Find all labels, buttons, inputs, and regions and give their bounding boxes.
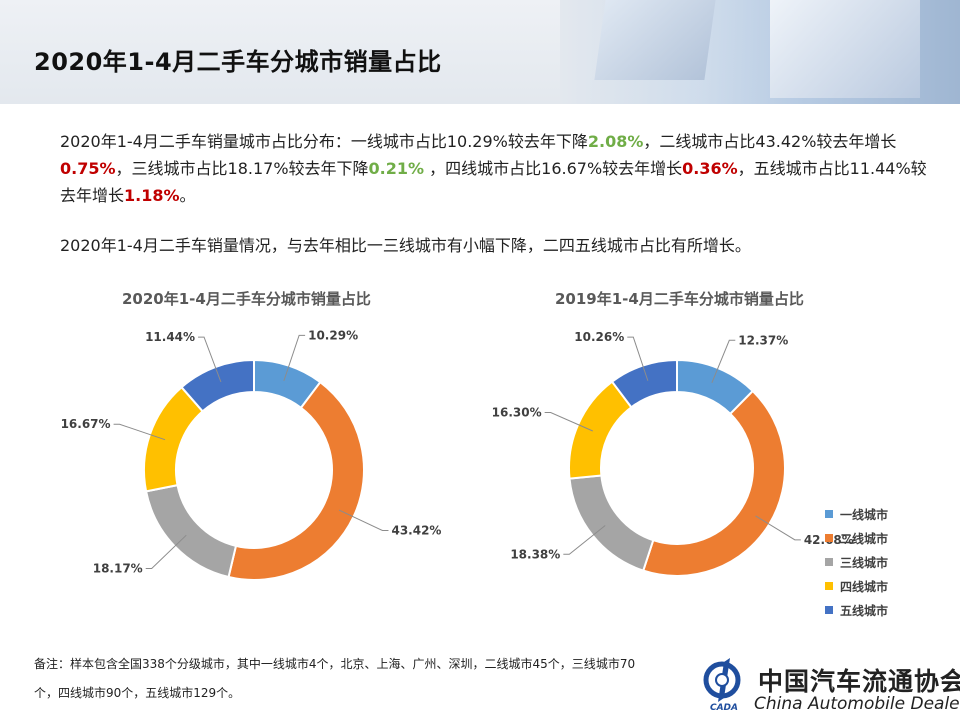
cada-logo-icon: CADA	[703, 658, 741, 712]
page-title: 2020年1-4月二手车分城市销量占比	[34, 48, 442, 76]
donut-slice-0-1	[227, 380, 365, 581]
legend-label-0: 一线城市	[840, 507, 888, 522]
leader-line-0-3	[113, 423, 166, 441]
legend-label-3: 四线城市	[840, 579, 888, 594]
leader-line-1-1	[755, 515, 801, 541]
leader-line-0-4	[198, 336, 222, 383]
donut-slice-0-4	[180, 358, 255, 413]
summary-paragraph: 2020年1-4月二手车销量城市占比分布：一线城市占比10.29%较去年下降2.…	[60, 128, 940, 209]
summary-text: ，四线城市占比16.67%较去年增长	[424, 159, 683, 178]
summary-conclusion: 2020年1-4月二手车销量情况，与去年相比一三线城市有小幅下降，二四五线城市占…	[60, 236, 751, 255]
data-label-0-3: 16.67%	[61, 417, 111, 431]
change-value: 0.75%	[60, 159, 116, 178]
chart-title-2019: 2019年1-4月二手车分城市销量占比	[555, 290, 804, 308]
data-label-1-3: 16.30%	[492, 405, 542, 419]
summary-text: ，三线城市占比18.17%较去年下降	[115, 159, 369, 178]
donut-slice-1-1	[642, 389, 786, 577]
leader-line-0-0	[283, 334, 306, 382]
header-background-image	[560, 0, 960, 104]
footnote: 备注：样本包含全国338个分级城市，其中一线城市4个，北京、上海、广州、深圳，二…	[34, 657, 636, 700]
header-banner: 2020年1-4月二手车分城市销量占比	[0, 0, 960, 104]
legend-label-2: 三线城市	[840, 555, 888, 570]
data-label-0-1: 43.42%	[391, 523, 441, 537]
data-label-0-0: 10.29%	[308, 328, 358, 342]
leader-line-0-2	[145, 534, 187, 569]
leader-line-1-2	[563, 525, 606, 555]
leader-line-1-3	[544, 411, 593, 432]
donut-slice-0-2	[144, 483, 238, 579]
legend-swatch-0	[825, 510, 833, 518]
logo-text: CADA	[710, 703, 738, 712]
summary-text: 2020年1-4月二手车销量城市占比分布：一线城市占比10.29%较去年下降	[60, 132, 588, 151]
summary-text: ，二线城市占比43.42%较去年增长	[643, 132, 897, 151]
change-value: 0.36%	[682, 159, 738, 178]
donut-slice-1-4	[610, 358, 678, 409]
data-label-1-2: 18.38%	[510, 547, 560, 561]
legend-swatch-4	[825, 606, 833, 614]
donut-slice-0-3	[143, 385, 205, 493]
data-label-1-4: 10.26%	[574, 330, 624, 344]
summary-text: 。	[179, 186, 196, 205]
data-label-1-0: 12.37%	[738, 333, 788, 347]
legend-label-4: 五线城市	[840, 603, 888, 618]
summary-text: ，五线城市占比11.44%较去年增长	[60, 159, 927, 205]
leader-line-1-0	[711, 339, 736, 384]
donut-slice-1-2	[568, 474, 655, 572]
legend-label-1: 二线城市	[840, 531, 888, 546]
org-name-cn: 中国汽车流通协会	[758, 667, 960, 696]
data-label-0-4: 11.44%	[145, 330, 195, 344]
change-value: 0.21%	[368, 159, 425, 178]
decorative-cube	[770, 0, 920, 98]
org-name-en: China Automobile Dealers	[754, 694, 960, 714]
data-label-0-2: 18.17%	[93, 561, 143, 575]
leader-line-0-1	[338, 509, 389, 531]
change-value: 2.08%	[587, 132, 644, 151]
change-value: 1.18%	[124, 186, 180, 205]
legend-swatch-2	[825, 558, 833, 566]
legend-swatch-3	[825, 582, 833, 590]
chart-title-2020: 2020年1-4月二手车分城市销量占比	[122, 290, 371, 308]
leader-line-1-4	[627, 336, 649, 381]
legend-swatch-1	[825, 534, 833, 542]
